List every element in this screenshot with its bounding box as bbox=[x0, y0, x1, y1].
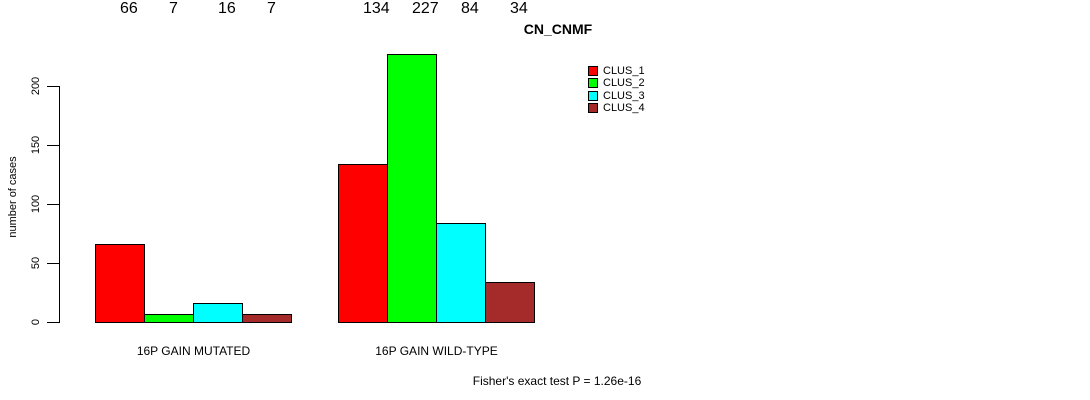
bar-clus_2-group2 bbox=[387, 54, 437, 323]
legend-swatch-clus_3 bbox=[588, 90, 598, 101]
legend-swatch-clus_4 bbox=[588, 102, 598, 113]
bar-clus_4-group1 bbox=[242, 314, 292, 323]
bar-value-label: 134 bbox=[363, 0, 390, 17]
group-label: 16P GAIN WILD-TYPE bbox=[375, 344, 498, 358]
y-axis-tick-label: 0 bbox=[30, 318, 42, 326]
bar-value-label: 84 bbox=[461, 0, 479, 17]
bar-clus_1-group2 bbox=[338, 164, 388, 323]
y-axis-tick bbox=[47, 144, 59, 146]
y-axis-label: number of cases bbox=[7, 156, 19, 238]
fisher-test-note: Fisher's exact test P = 1.26e-16 bbox=[472, 374, 642, 388]
bar-clus_3-group1 bbox=[193, 303, 243, 323]
y-axis-tick-label: 200 bbox=[30, 76, 42, 96]
y-axis-line bbox=[59, 86, 60, 323]
bar-clus_1-group1 bbox=[95, 244, 145, 323]
bar-clus_4-group2 bbox=[485, 282, 535, 323]
y-axis-tick-label: 100 bbox=[30, 194, 42, 214]
bar-value-label: 16 bbox=[218, 0, 236, 17]
legend-label: CLUS_1 bbox=[603, 65, 645, 77]
group-label: 16P GAIN MUTATED bbox=[136, 344, 251, 358]
chart-title: CN_CNMF bbox=[523, 21, 593, 37]
bar-value-label: 34 bbox=[510, 0, 528, 17]
y-axis-tick bbox=[47, 203, 59, 205]
legend-swatch-clus_1 bbox=[588, 66, 598, 76]
bar-clus_2-group1 bbox=[144, 314, 194, 323]
y-axis-tick-label: 150 bbox=[30, 135, 42, 155]
y-axis-tick bbox=[47, 262, 59, 264]
y-axis-tick-label: 50 bbox=[30, 256, 42, 270]
bar-value-label: 7 bbox=[169, 0, 178, 17]
legend-label: CLUS_2 bbox=[603, 77, 645, 90]
bar-value-label: 227 bbox=[412, 0, 439, 17]
y-axis-tick bbox=[47, 85, 59, 87]
bar-value-label: 7 bbox=[267, 0, 276, 17]
bar-clus_3-group2 bbox=[436, 223, 486, 323]
y-axis-tick bbox=[47, 321, 59, 323]
legend-label: CLUS_3 bbox=[603, 89, 645, 102]
legend-label: CLUS_4 bbox=[603, 101, 645, 114]
bar-value-label: 66 bbox=[120, 0, 138, 17]
legend-swatch-clus_2 bbox=[588, 78, 598, 89]
